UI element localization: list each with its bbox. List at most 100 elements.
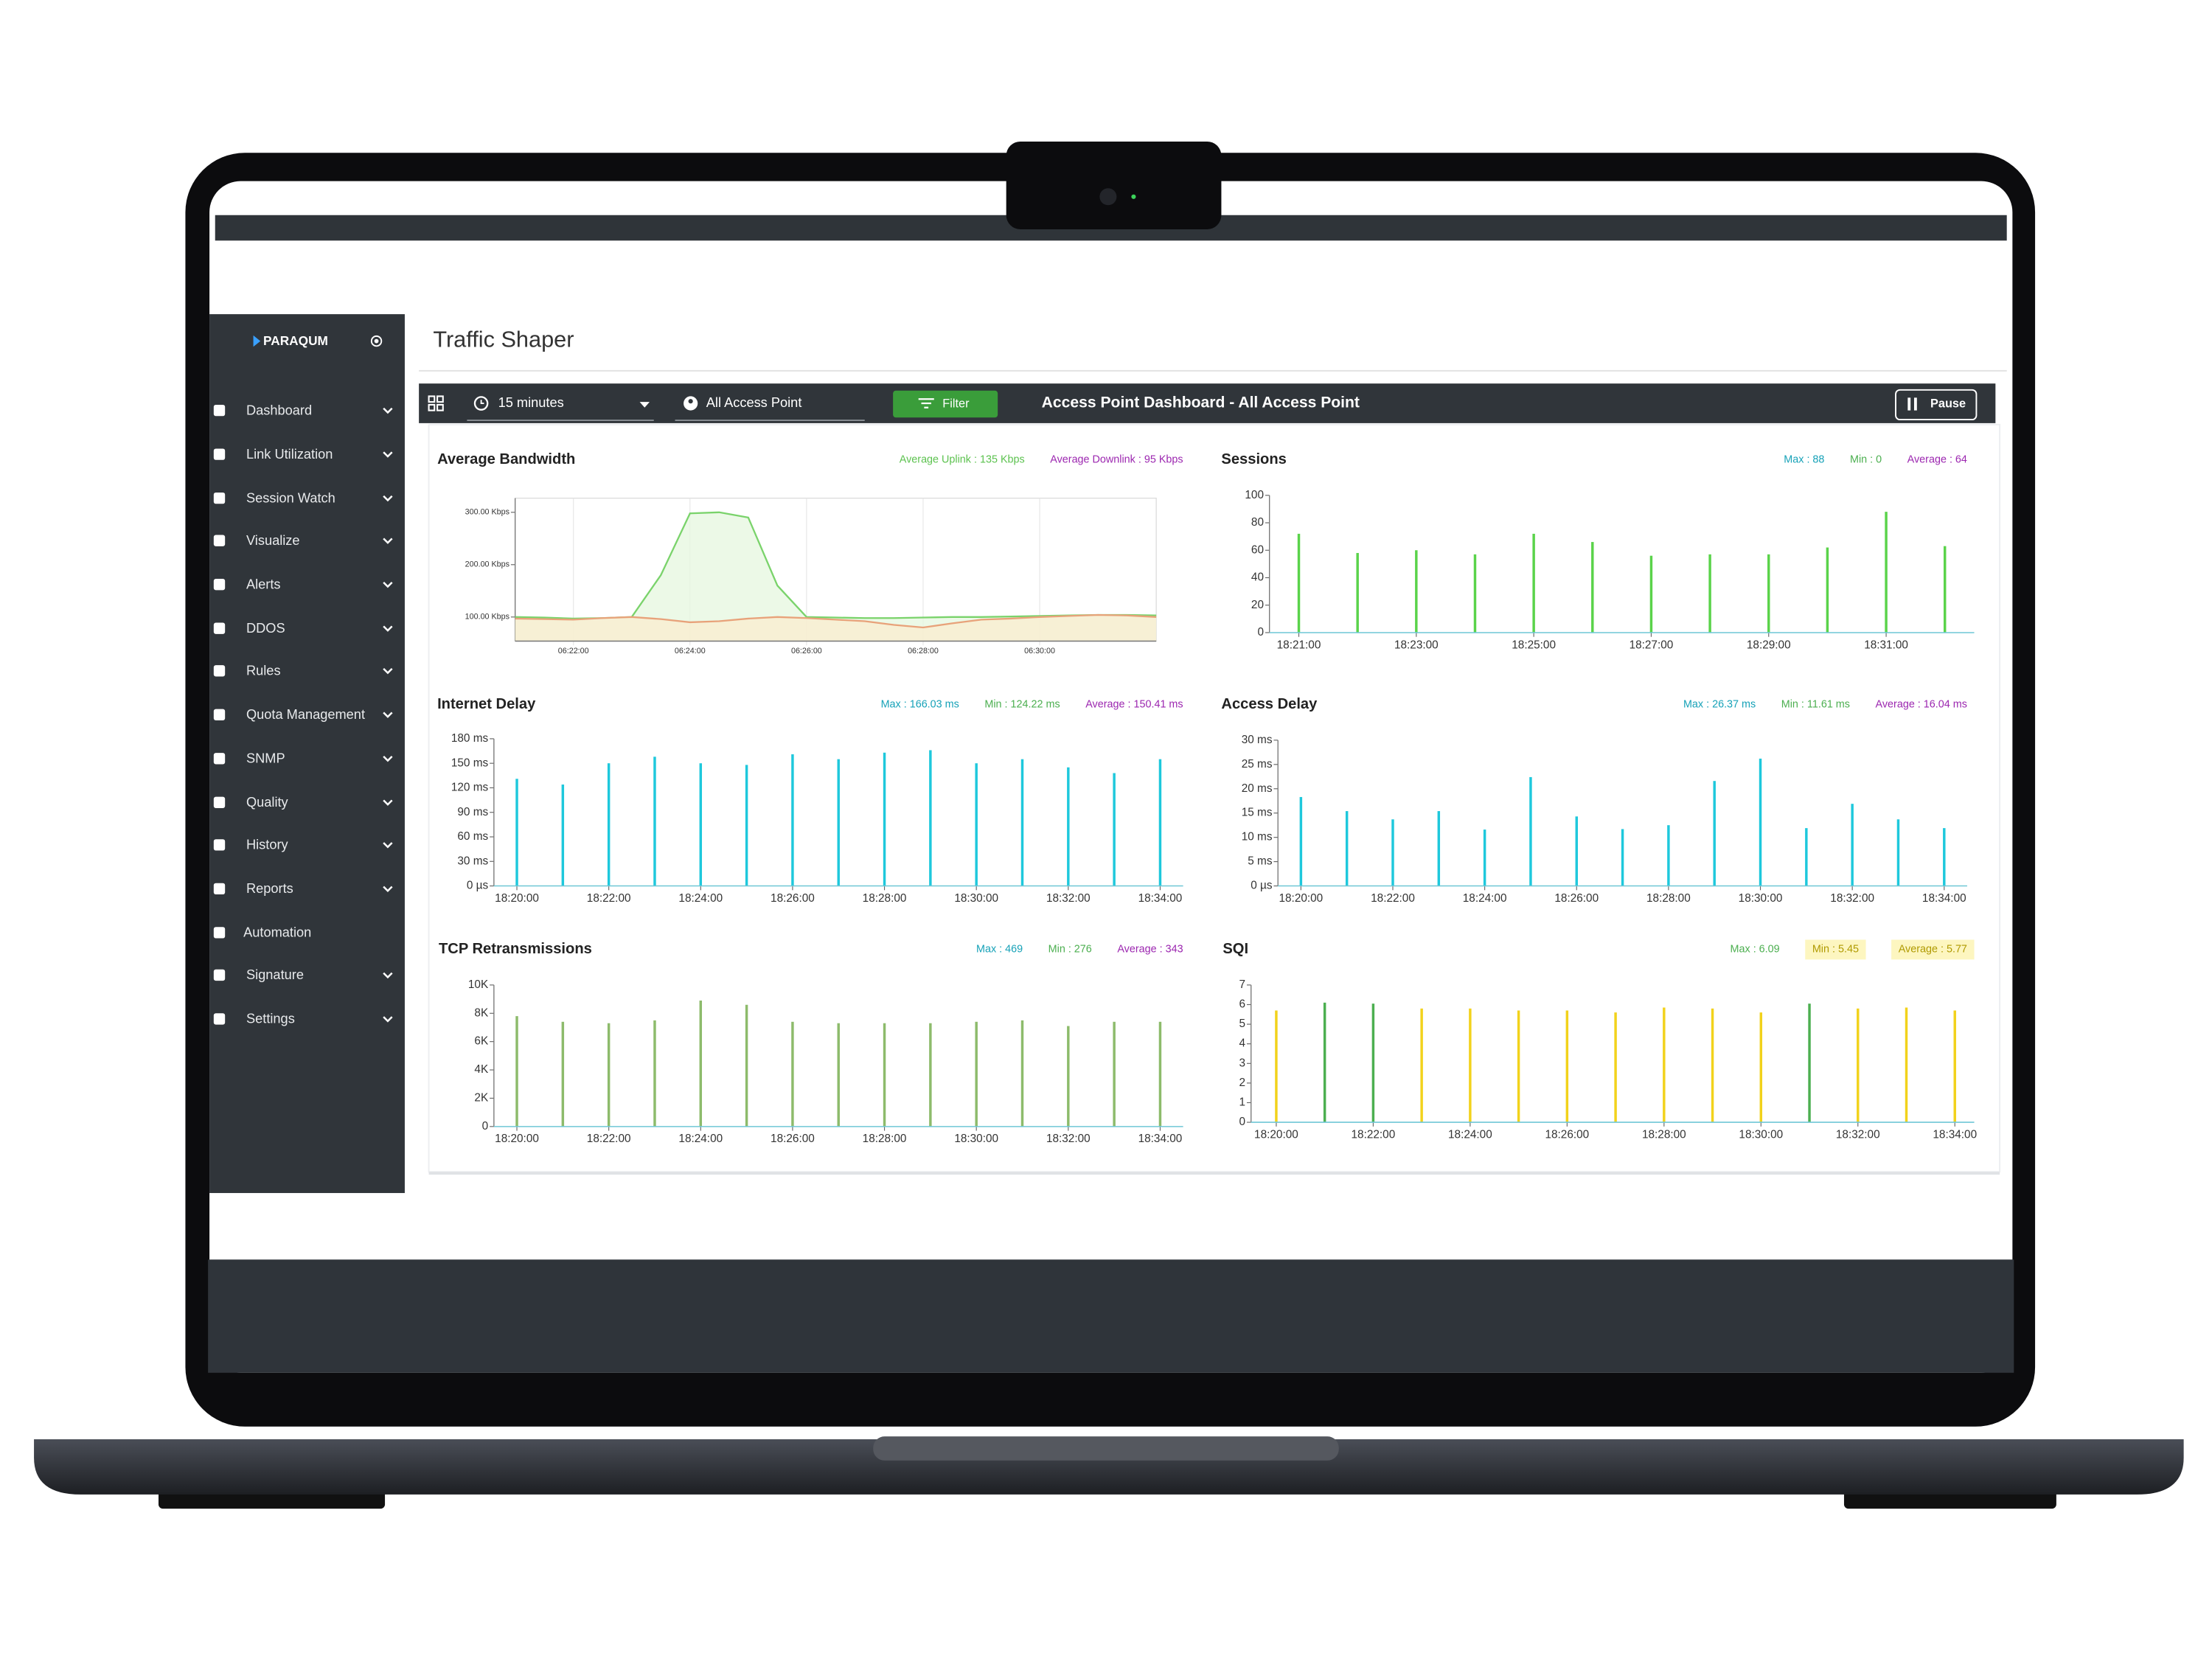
chevron[interactable] xyxy=(383,581,393,588)
chevron[interactable] xyxy=(383,1016,393,1023)
menu-item[interactable]: DDOS xyxy=(213,620,393,636)
menu-item[interactable]: History xyxy=(213,837,393,852)
y-tick-label: 4 xyxy=(1239,1037,1246,1050)
logo-icon xyxy=(370,335,383,347)
chevron[interactable] xyxy=(383,712,393,718)
y-tick-label: 5 xyxy=(1239,1018,1246,1030)
menu-label[interactable]: Visualize xyxy=(246,532,300,548)
menu-item[interactable]: Alerts xyxy=(213,576,393,591)
menu-item[interactable]: Visualize xyxy=(213,532,393,548)
menu-item[interactable]: Quota Management xyxy=(213,706,393,722)
menu-label[interactable]: Quota Management xyxy=(246,706,365,722)
menu-item[interactable]: Reports xyxy=(213,880,393,896)
menu-item[interactable]: Quality xyxy=(213,794,393,810)
chart-stat: Min : 11.61 ms xyxy=(1781,699,1850,711)
menu-label[interactable]: Quality xyxy=(246,794,289,810)
menu-item[interactable]: Automation xyxy=(213,925,311,940)
bar xyxy=(1708,554,1711,633)
range-select[interactable]: 15 minutes xyxy=(498,394,564,410)
menu-item[interactable]: Settings xyxy=(213,1011,393,1026)
x-tick-label: 18:22:00 xyxy=(587,892,631,905)
bar xyxy=(1067,1026,1070,1127)
menu-label[interactable]: Reports xyxy=(246,880,293,896)
menu-item[interactable]: Session Watch xyxy=(213,490,393,505)
y-tick-label: 30 ms xyxy=(457,855,488,867)
chart-stat: Max : 26.37 ms xyxy=(1683,699,1756,711)
chevron[interactable] xyxy=(383,451,393,458)
clock-icon xyxy=(480,400,484,404)
filter-button[interactable] xyxy=(893,390,998,418)
chart-stat: Max : 166.03 ms xyxy=(881,699,959,711)
bar xyxy=(1275,1010,1278,1123)
chart-title: Sessions xyxy=(1221,451,1286,467)
chart-stat: Min : 5.45 xyxy=(1812,944,1859,956)
chevron[interactable] xyxy=(383,799,393,806)
menu-label[interactable]: Signature xyxy=(246,967,304,982)
menu-label[interactable]: History xyxy=(246,837,289,852)
chevron[interactable] xyxy=(383,756,393,762)
menu-item[interactable]: Dashboard xyxy=(213,402,393,417)
chevron[interactable] xyxy=(383,972,393,979)
x-tick-label: 06:24:00 xyxy=(675,647,706,655)
chart-stat: Min : 0 xyxy=(1850,454,1882,466)
pause-icon xyxy=(1913,397,1917,411)
bar xyxy=(1905,1007,1908,1123)
camera-light xyxy=(1131,194,1136,199)
bar xyxy=(1473,554,1477,633)
x-tick-label: 18:28:00 xyxy=(1642,1128,1686,1141)
x-tick-label: 18:34:00 xyxy=(1138,892,1183,905)
x-tick-label: 18:34:00 xyxy=(1138,1133,1183,1145)
menu-label[interactable]: Settings xyxy=(246,1011,295,1026)
menu-item[interactable]: Link Utilization xyxy=(213,446,393,462)
menu-icon xyxy=(213,839,226,851)
y-tick-label: 15 ms xyxy=(1242,807,1273,819)
x-tick-label: 18:27:00 xyxy=(1630,639,1674,651)
bar xyxy=(1565,1010,1569,1123)
menu-label[interactable]: Dashboard xyxy=(246,402,312,417)
pause-label[interactable]: Pause xyxy=(1930,397,1966,410)
bar xyxy=(515,1016,518,1127)
bar xyxy=(1851,804,1854,886)
chart: TCP Retransmissions Average : 343 Min : 27… xyxy=(439,941,1183,1145)
menu-icon xyxy=(213,535,226,546)
menu-label[interactable]: DDOS xyxy=(246,620,285,636)
bar xyxy=(699,763,703,886)
menu-item[interactable]: Signature xyxy=(213,967,393,982)
menu-icon xyxy=(213,927,226,939)
grid-icon[interactable] xyxy=(428,395,444,411)
chart-stat: Max : 469 xyxy=(976,944,1023,956)
menu-icon xyxy=(213,969,226,981)
pause-button[interactable] xyxy=(1895,389,1978,421)
chevron[interactable] xyxy=(383,886,393,893)
y-tick-label: 150 ms xyxy=(451,757,489,769)
chevron[interactable] xyxy=(383,495,393,502)
menu-label[interactable]: SNMP xyxy=(246,751,285,766)
bar xyxy=(1896,819,1900,886)
menu-label[interactable]: Link Utilization xyxy=(246,446,333,462)
notch xyxy=(1006,141,1222,229)
bar xyxy=(1532,533,1535,633)
chevron[interactable] xyxy=(383,538,393,544)
x-tick-label: 18:26:00 xyxy=(771,1133,815,1145)
y-tick-label: 1 xyxy=(1239,1096,1246,1109)
dropdown-arrow[interactable] xyxy=(639,402,650,408)
chevron[interactable] xyxy=(383,407,393,414)
menu-label[interactable]: Rules xyxy=(246,663,281,678)
pause-icon xyxy=(1907,397,1911,411)
menu-item[interactable]: SNMP xyxy=(213,751,393,766)
chart-stat: Average : 343 xyxy=(1117,944,1183,956)
chart-stat: Min : 124.22 ms xyxy=(984,699,1060,711)
chevron[interactable] xyxy=(383,842,393,849)
bar xyxy=(1663,1007,1666,1123)
chevron[interactable] xyxy=(383,668,393,675)
menu-label[interactable]: Alerts xyxy=(246,576,281,591)
stat-highlight xyxy=(1805,939,1866,960)
chevron[interactable] xyxy=(383,625,393,632)
filter-label[interactable]: Filter xyxy=(942,397,970,410)
x-tick-label: 18:32:00 xyxy=(1046,892,1091,905)
access-point-select[interactable]: All Access Point xyxy=(706,394,802,410)
menu-label[interactable]: Session Watch xyxy=(246,490,335,505)
menu-label[interactable]: Automation xyxy=(243,925,311,940)
menu-item[interactable]: Rules xyxy=(213,663,393,678)
y-tick-label: 25 ms xyxy=(1242,758,1273,771)
